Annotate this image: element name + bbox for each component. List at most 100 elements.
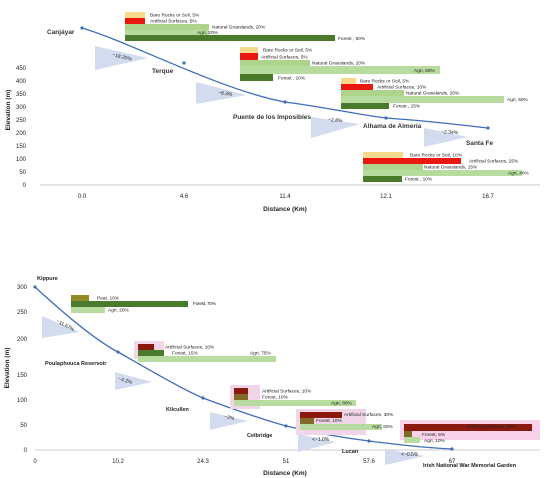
landcover-bar-forest xyxy=(234,394,248,400)
top-elevation-point xyxy=(283,100,287,104)
bottom-y-axis-label: Elevation (m) xyxy=(4,348,11,389)
top-xtick-2: 11.4 xyxy=(279,194,291,200)
bottom-place-label: Kippure xyxy=(37,276,58,282)
slope-arrow xyxy=(196,82,247,104)
bottom-xtick-4: 57.6 xyxy=(363,459,375,465)
landcover-label: Forest, 10% xyxy=(262,395,289,401)
bottom-elevation-point xyxy=(367,439,371,443)
landcover-bar-artificial xyxy=(125,18,145,24)
top-place-label: Terque xyxy=(152,68,174,75)
top-chart: 0 50 100 150 200 250 300 350 400 450 Ele… xyxy=(5,12,540,213)
landcover-bar-forest xyxy=(125,35,335,41)
landcover-bar-artificial xyxy=(234,388,248,394)
landcover-label: Agri, 80% xyxy=(331,401,353,407)
top-ytick-0: 0 xyxy=(23,183,27,189)
top-place-label: Puente de los Imposibles xyxy=(233,114,311,121)
bottom-x-axis-label: Distance (Km) xyxy=(263,470,307,477)
landcover-bar-bare xyxy=(363,152,403,158)
landcover-bar-forest xyxy=(363,176,402,182)
slope-arrow xyxy=(298,434,336,452)
landcover-label: Natural Grasslands, 20% xyxy=(406,91,460,97)
bottom-elevation-point xyxy=(284,424,288,428)
landcover-bar-agri xyxy=(300,424,382,430)
landcover-bar-agri xyxy=(71,307,105,313)
slope-arrow xyxy=(115,372,152,390)
top-landcover-group-3: Bare Rocks or Soil, 5% Artificial Surfac… xyxy=(341,78,529,110)
landcover-label: Forest , 50% xyxy=(338,36,366,42)
top-landcover-group-2: Bare Rocks or Soil, 5% Artificial Surfac… xyxy=(240,47,440,82)
top-slope-label: ~8.3% xyxy=(218,90,234,98)
slope-arrow xyxy=(42,316,80,338)
landcover-label: Forest, 5% xyxy=(422,432,446,438)
top-ytick-6: 300 xyxy=(16,105,27,111)
top-x-axis-label: Distance (Km) xyxy=(263,206,307,213)
bottom-place-label: Celbridge xyxy=(247,433,272,439)
landcover-label: Bare Rocks or Soil, 5% xyxy=(150,13,200,19)
bottom-place-label: Irish National War Memorial Garden xyxy=(423,463,517,469)
slope-arrow xyxy=(424,128,468,147)
landcover-label: Agri, 40% xyxy=(508,171,530,177)
landcover-bar-agri xyxy=(341,96,504,103)
landcover-bar-artificial xyxy=(138,344,154,350)
top-landcover-group-1: Bare Rocks or Soil, 5% Artificial Surfac… xyxy=(125,12,366,42)
bottom-place-label: Lucan xyxy=(342,449,359,455)
top-ytick-7: 350 xyxy=(16,92,27,98)
landcover-label: Natural Grasslands, 15% xyxy=(424,165,478,171)
bottom-landcover-group-4: Artificial Surfaces, 30% Forest, 10% Agr… xyxy=(296,409,394,435)
top-landcover-group-4: Bare Rocks or Soil, 10% Artificial Surfa… xyxy=(363,152,530,183)
slope-arrow xyxy=(210,412,248,430)
bottom-xtick-5: 67 xyxy=(449,459,456,465)
bottom-slope-label: <~1.0% xyxy=(312,437,330,443)
slope-arrow xyxy=(311,117,360,138)
landcover-label: Artificial Surfaces, 5% xyxy=(261,55,308,61)
landcover-bar-artificial xyxy=(341,84,373,90)
top-slope-label: ~2.34% xyxy=(441,129,459,136)
bottom-ytick-5: 250 xyxy=(17,310,28,316)
top-slope-label: ~2.8% xyxy=(328,117,343,124)
top-elevation-point xyxy=(486,126,490,130)
top-xtick-0: 0.0 xyxy=(78,194,87,200)
landcover-bar-grass xyxy=(125,24,209,30)
landcover-bar-bare xyxy=(240,47,258,53)
landcover-bar-forest xyxy=(300,418,314,424)
landcover-label: Forest, 10% xyxy=(316,418,343,424)
landcover-label: Agri, 50% xyxy=(507,97,529,103)
landcover-label: Artificial Surfaces, 10% xyxy=(377,85,427,91)
bottom-landcover-group-1: Peat, 10% Forest, 70% Agri, 20% xyxy=(71,295,217,314)
landcover-label: Agri, 20% xyxy=(197,30,219,36)
landcover-bar-artificial xyxy=(300,412,342,418)
landcover-label: Natural Grasslands, 20% xyxy=(312,61,366,67)
landcover-label: Agri, 60% xyxy=(372,424,394,430)
slope-arrow xyxy=(95,46,148,70)
landcover-label: Artificial Surfaces, 10% xyxy=(262,389,312,395)
bottom-elevation-line xyxy=(34,286,453,450)
landcover-label: Artificial Surfaces, 30% xyxy=(344,412,394,418)
top-ytick-1: 50 xyxy=(19,170,26,176)
bottom-xtick-3: 51 xyxy=(283,459,290,465)
landcover-bar-forest xyxy=(341,103,389,109)
landcover-label: Forest, 15% xyxy=(172,351,199,357)
top-place-label: Santa Fe xyxy=(466,140,493,147)
top-ytick-4: 200 xyxy=(16,131,27,137)
landcover-bar-forest xyxy=(71,301,188,307)
bottom-xtick-2: 24.3 xyxy=(197,459,209,465)
landcover-label: Bare Rocks or Soil, 5% xyxy=(263,48,313,54)
landcover-bar-agri xyxy=(240,66,440,74)
landcover-label: Agri, 75% xyxy=(250,351,272,357)
bottom-xtick-1: 10.2 xyxy=(112,459,124,465)
bottom-landcover-group-2: Artificial Surfaces, 10% Forest, 15% Agr… xyxy=(134,341,276,362)
landcover-label: Agri, 60% xyxy=(414,68,436,74)
top-place-label: Alhama de Almería xyxy=(363,123,422,130)
bottom-landcover-group-5: Artificial Surfaces, 85% Forest, 5% Agri… xyxy=(400,420,540,444)
landcover-label: Agri, 10% xyxy=(424,438,446,444)
landcover-bar-agri xyxy=(138,356,276,362)
landcover-bar-agri xyxy=(363,170,522,176)
landcover-bar-grass xyxy=(363,164,423,170)
bottom-ytick-0: 0 xyxy=(24,448,28,454)
bottom-elevation-point xyxy=(116,350,120,354)
slope-arrow xyxy=(385,449,425,465)
landcover-label: Forest , 10% xyxy=(405,177,433,183)
landcover-bar-peat xyxy=(71,295,89,301)
top-elevation-point xyxy=(384,116,388,120)
bottom-ytick-6: 300 xyxy=(17,285,28,291)
